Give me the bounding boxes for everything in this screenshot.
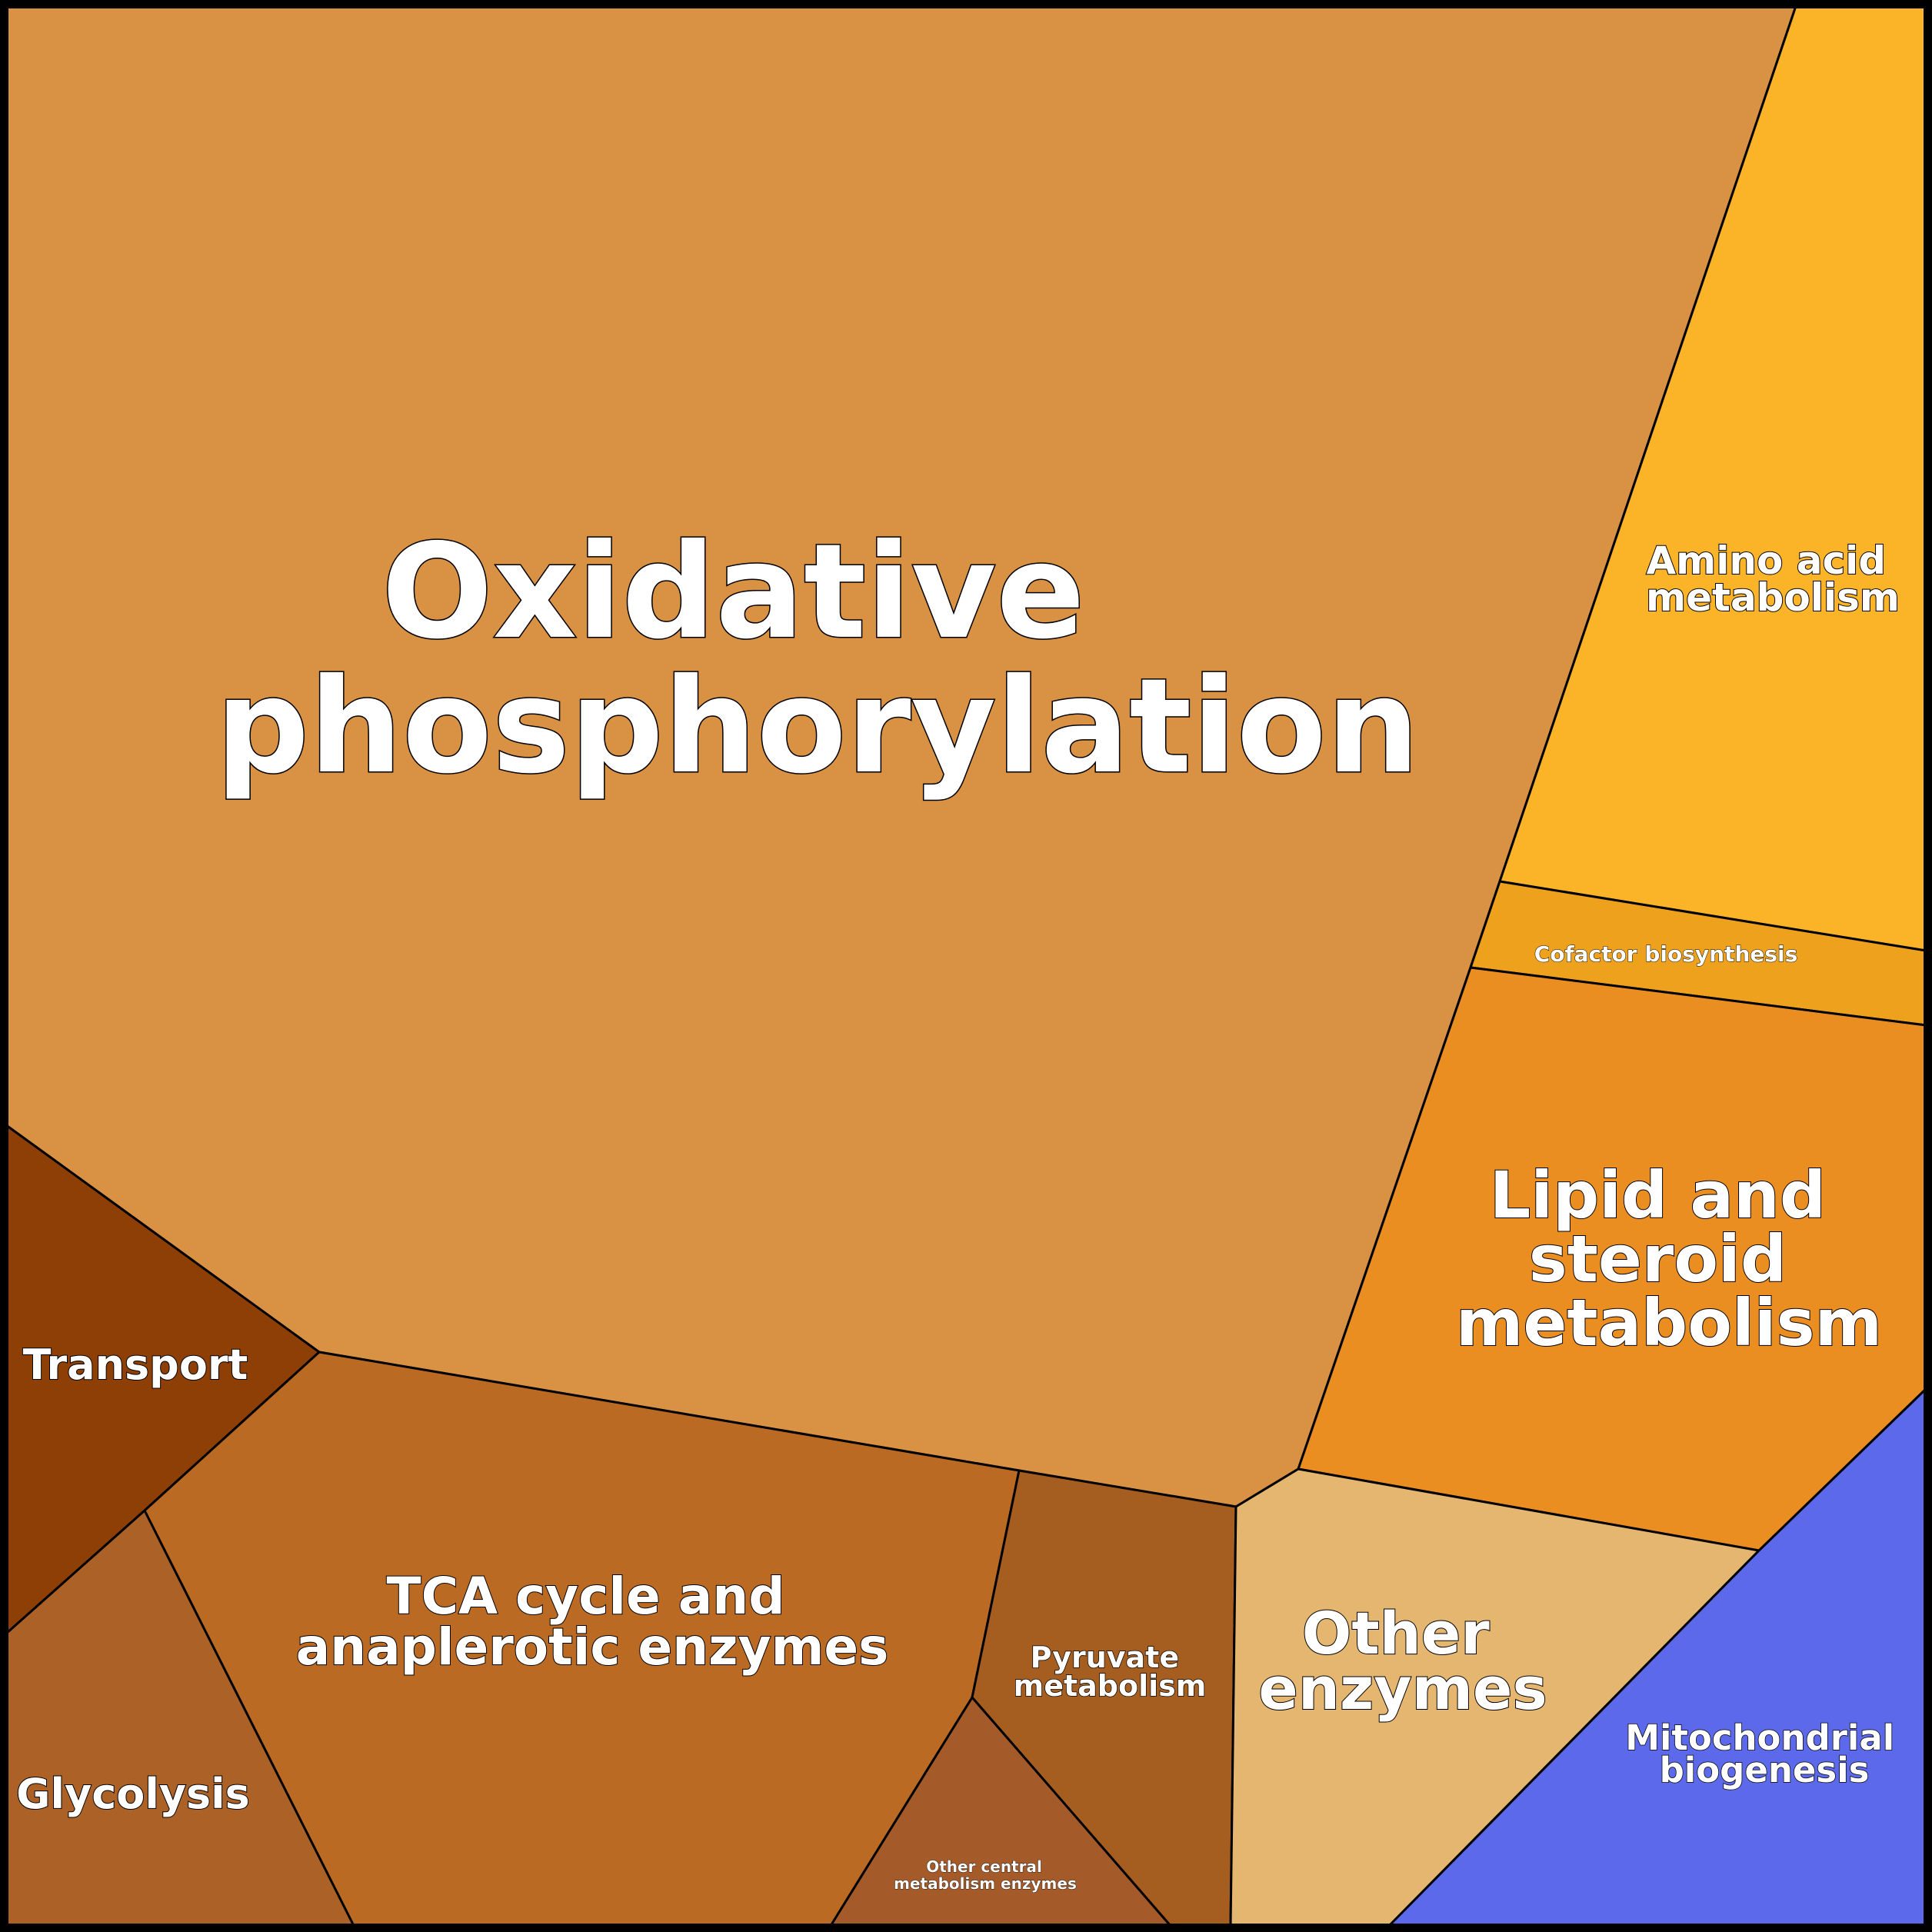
label-transport: Transport: [23, 1341, 248, 1389]
label-pyruvate-metabolism: Pyruvate metabolism: [1014, 1641, 1207, 1703]
label-lipid-and-steroid-metabolism: Lipid and steroid metabolism: [1456, 1158, 1882, 1361]
cell-transport[interactable]: Transport: [5, 1124, 321, 1635]
label-other-enzymes: Other enzymes: [1258, 1599, 1547, 1723]
cell-oxidative-phosphorylation[interactable]: Oxidative phosphorylation: [5, 5, 1797, 1508]
cell-glycolysis[interactable]: Glycolysis: [5, 1509, 355, 1927]
cell-pyruvate-metabolism[interactable]: Pyruvate metabolism: [971, 1469, 1237, 1927]
cell-amino-acid-metabolism[interactable]: Amino acid metabolism: [1498, 5, 1927, 952]
label-cofactor-biosynthesis: Cofactor biosynthesis: [1534, 941, 1798, 967]
label-oxidative-phosphorylation: Oxidative phosphorylation: [215, 516, 1419, 803]
label-tca-cycle: TCA cycle and anaplerotic enzymes: [296, 1567, 889, 1677]
cell-lipid-and-steroid-metabolism[interactable]: Lipid and steroid metabolism: [1297, 966, 1927, 1552]
cell-tca-cycle[interactable]: TCA cycle and anaplerotic enzymes: [143, 1351, 1021, 1927]
label-other-central-metabolism-enzymes: Other central metabolism enzymes: [894, 1857, 1077, 1893]
label-amino-acid-metabolism: Amino acid metabolism: [1646, 538, 1900, 620]
label-glycolysis: Glycolysis: [16, 1770, 250, 1818]
label-mitochondrial-biogenesis: Mitochondrial biogenesis: [1625, 1717, 1907, 1790]
cell-other-enzymes[interactable]: Other enzymes: [1229, 1467, 1760, 1927]
cell-mitochondrial-biogenesis[interactable]: Mitochondrial biogenesis: [1387, 1387, 1927, 1927]
